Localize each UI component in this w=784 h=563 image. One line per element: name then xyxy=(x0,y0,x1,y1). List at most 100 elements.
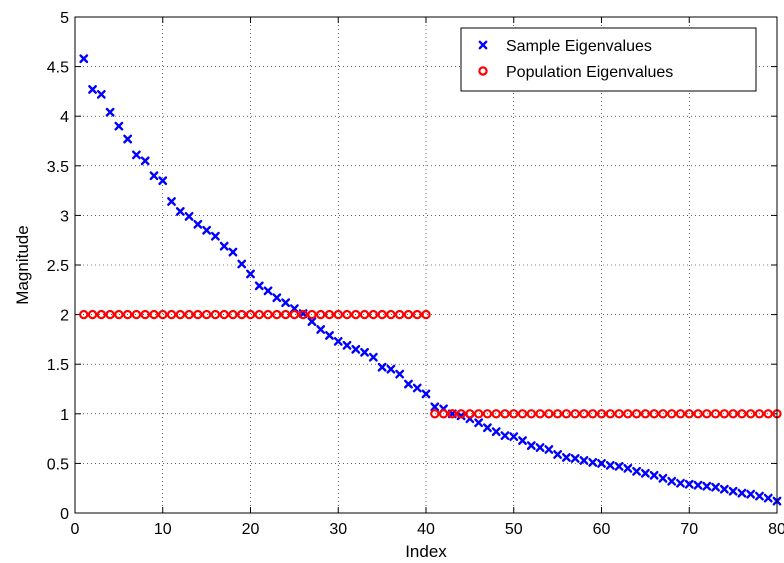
sample-eigenvalue-point xyxy=(667,476,677,486)
population-eigenvalue-point xyxy=(430,409,440,419)
sample-eigenvalue-point xyxy=(544,445,554,454)
population-eigenvalue-point xyxy=(579,409,589,419)
sample-eigenvalue-point xyxy=(158,176,168,186)
population-eigenvalue-point xyxy=(219,309,229,320)
population-eigenvalue-point xyxy=(175,309,185,320)
population-eigenvalue-point xyxy=(719,409,730,419)
y-tick-label: 2 xyxy=(60,308,69,325)
population-eigenvalue-point xyxy=(614,409,624,419)
sample-eigenvalue-point xyxy=(377,362,387,372)
sample-eigenvalue-point xyxy=(202,225,212,235)
population-eigenvalue-point xyxy=(140,309,150,320)
x-tick-labels: 0 10 20 30 40 50 60 70 80 xyxy=(71,521,784,538)
population-eigenvalue-point xyxy=(359,309,370,320)
population-eigenvalue-point xyxy=(491,409,501,419)
population-eigenvalue-point xyxy=(588,409,598,419)
sample-eigenvalue-point xyxy=(79,54,89,64)
population-eigenvalue-point xyxy=(289,309,300,320)
population-eigenvalue-point xyxy=(403,309,414,320)
population-eigenvalue-point xyxy=(298,309,308,320)
population-eigenvalue-point xyxy=(658,409,668,419)
data-series xyxy=(79,54,782,506)
y-tick-label: 0.5 xyxy=(47,456,69,473)
sample-eigenvalue-point xyxy=(123,134,133,144)
population-eigenvalue-point xyxy=(342,309,352,320)
population-eigenvalue-point xyxy=(631,409,642,419)
y-axis-title: Magnitude xyxy=(13,225,32,304)
population-eigenvalue-point xyxy=(368,309,379,320)
sample-eigenvalue-point xyxy=(395,369,405,379)
population-eigenvalue-point xyxy=(193,309,203,320)
population-eigenvalue-point xyxy=(438,409,449,419)
legend-box xyxy=(460,27,757,92)
population-eigenvalue-point xyxy=(500,409,510,419)
x-axis-title: Index xyxy=(405,542,447,561)
sample-eigenvalue-point xyxy=(597,459,606,468)
sample-eigenvalue-point xyxy=(210,231,220,241)
population-eigenvalue-point xyxy=(421,309,431,320)
population-eigenvalue-point xyxy=(552,409,563,419)
population-eigenvalue-point xyxy=(526,409,537,419)
legend-o-marker xyxy=(478,66,488,76)
sample-eigenvalue-point xyxy=(132,150,141,160)
population-eigenvalue-point xyxy=(412,309,422,320)
population-eigenvalue-point xyxy=(596,409,607,419)
population-eigenvalue-point xyxy=(307,309,317,320)
sample-eigenvalue-point xyxy=(184,211,194,221)
population-eigenvalue-point xyxy=(158,309,168,320)
population-eigenvalue-point xyxy=(561,409,572,419)
population-eigenvalue-point xyxy=(377,309,387,320)
population-eigenvalue-point xyxy=(228,309,238,320)
population-eigenvalue-point xyxy=(272,309,282,320)
population-eigenvalue-point xyxy=(482,409,493,419)
population-eigenvalue-point xyxy=(333,309,343,320)
population-eigenvalue-point xyxy=(316,309,326,320)
sample-eigenvalue-point xyxy=(386,364,396,374)
population-eigenvalue-point xyxy=(535,409,545,419)
population-eigenvalue-point xyxy=(394,309,405,320)
population-eigenvalue-point xyxy=(702,409,712,419)
population-eigenvalue-point xyxy=(447,409,458,419)
population-eigenvalues-series xyxy=(79,309,782,419)
y-tick-label: 5 xyxy=(60,10,69,27)
sample-eigenvalue-point xyxy=(605,460,615,470)
population-eigenvalue-point xyxy=(324,309,335,320)
sample-eigenvalue-point xyxy=(342,340,352,350)
population-eigenvalue-point xyxy=(728,409,738,419)
y-tick-labels: 0 0.5 1 1.5 2 2.5 3 3.5 4 4.5 5 xyxy=(47,10,69,523)
sample-eigenvalue-point xyxy=(491,427,501,437)
sample-eigenvalue-point xyxy=(474,418,484,428)
sample-eigenvalue-point xyxy=(228,247,238,257)
x-tick-label: 10 xyxy=(154,521,172,538)
sample-eigenvalue-point xyxy=(351,344,361,354)
sample-eigenvalue-point xyxy=(167,197,176,206)
population-eigenvalue-point xyxy=(473,409,484,419)
population-eigenvalue-point xyxy=(386,309,396,320)
sample-eigenvalue-point xyxy=(755,491,764,501)
population-eigenvalue-point xyxy=(763,409,773,419)
population-eigenvalue-point xyxy=(737,409,747,419)
sample-eigenvalue-point xyxy=(316,325,326,334)
population-eigenvalue-point xyxy=(710,409,721,419)
sample-eigenvalue-point xyxy=(193,219,203,229)
sample-eigenvalue-point xyxy=(632,466,641,476)
population-eigenvalue-point xyxy=(254,309,264,320)
sample-eigenvalue-point xyxy=(535,443,545,452)
population-eigenvalue-point xyxy=(745,409,756,419)
population-eigenvalue-point xyxy=(667,409,677,419)
population-eigenvalue-point xyxy=(509,409,519,419)
y-tick-label: 3.5 xyxy=(47,159,69,176)
x-tick-label: 20 xyxy=(242,521,260,538)
sample-eigenvalue-point xyxy=(483,423,492,433)
sample-eigenvalue-point xyxy=(421,389,431,399)
sample-eigenvalue-point xyxy=(614,461,624,471)
population-eigenvalue-point xyxy=(684,409,694,419)
sample-eigenvalue-point xyxy=(333,336,343,346)
sample-eigenvalue-point xyxy=(88,85,97,94)
plot-frame xyxy=(74,16,778,514)
sample-eigenvalue-point xyxy=(360,347,369,357)
population-eigenvalue-point xyxy=(605,409,615,419)
sample-eigenvalue-point xyxy=(281,298,290,308)
population-eigenvalue-point xyxy=(623,409,633,419)
sample-eigenvalue-point xyxy=(658,473,668,483)
